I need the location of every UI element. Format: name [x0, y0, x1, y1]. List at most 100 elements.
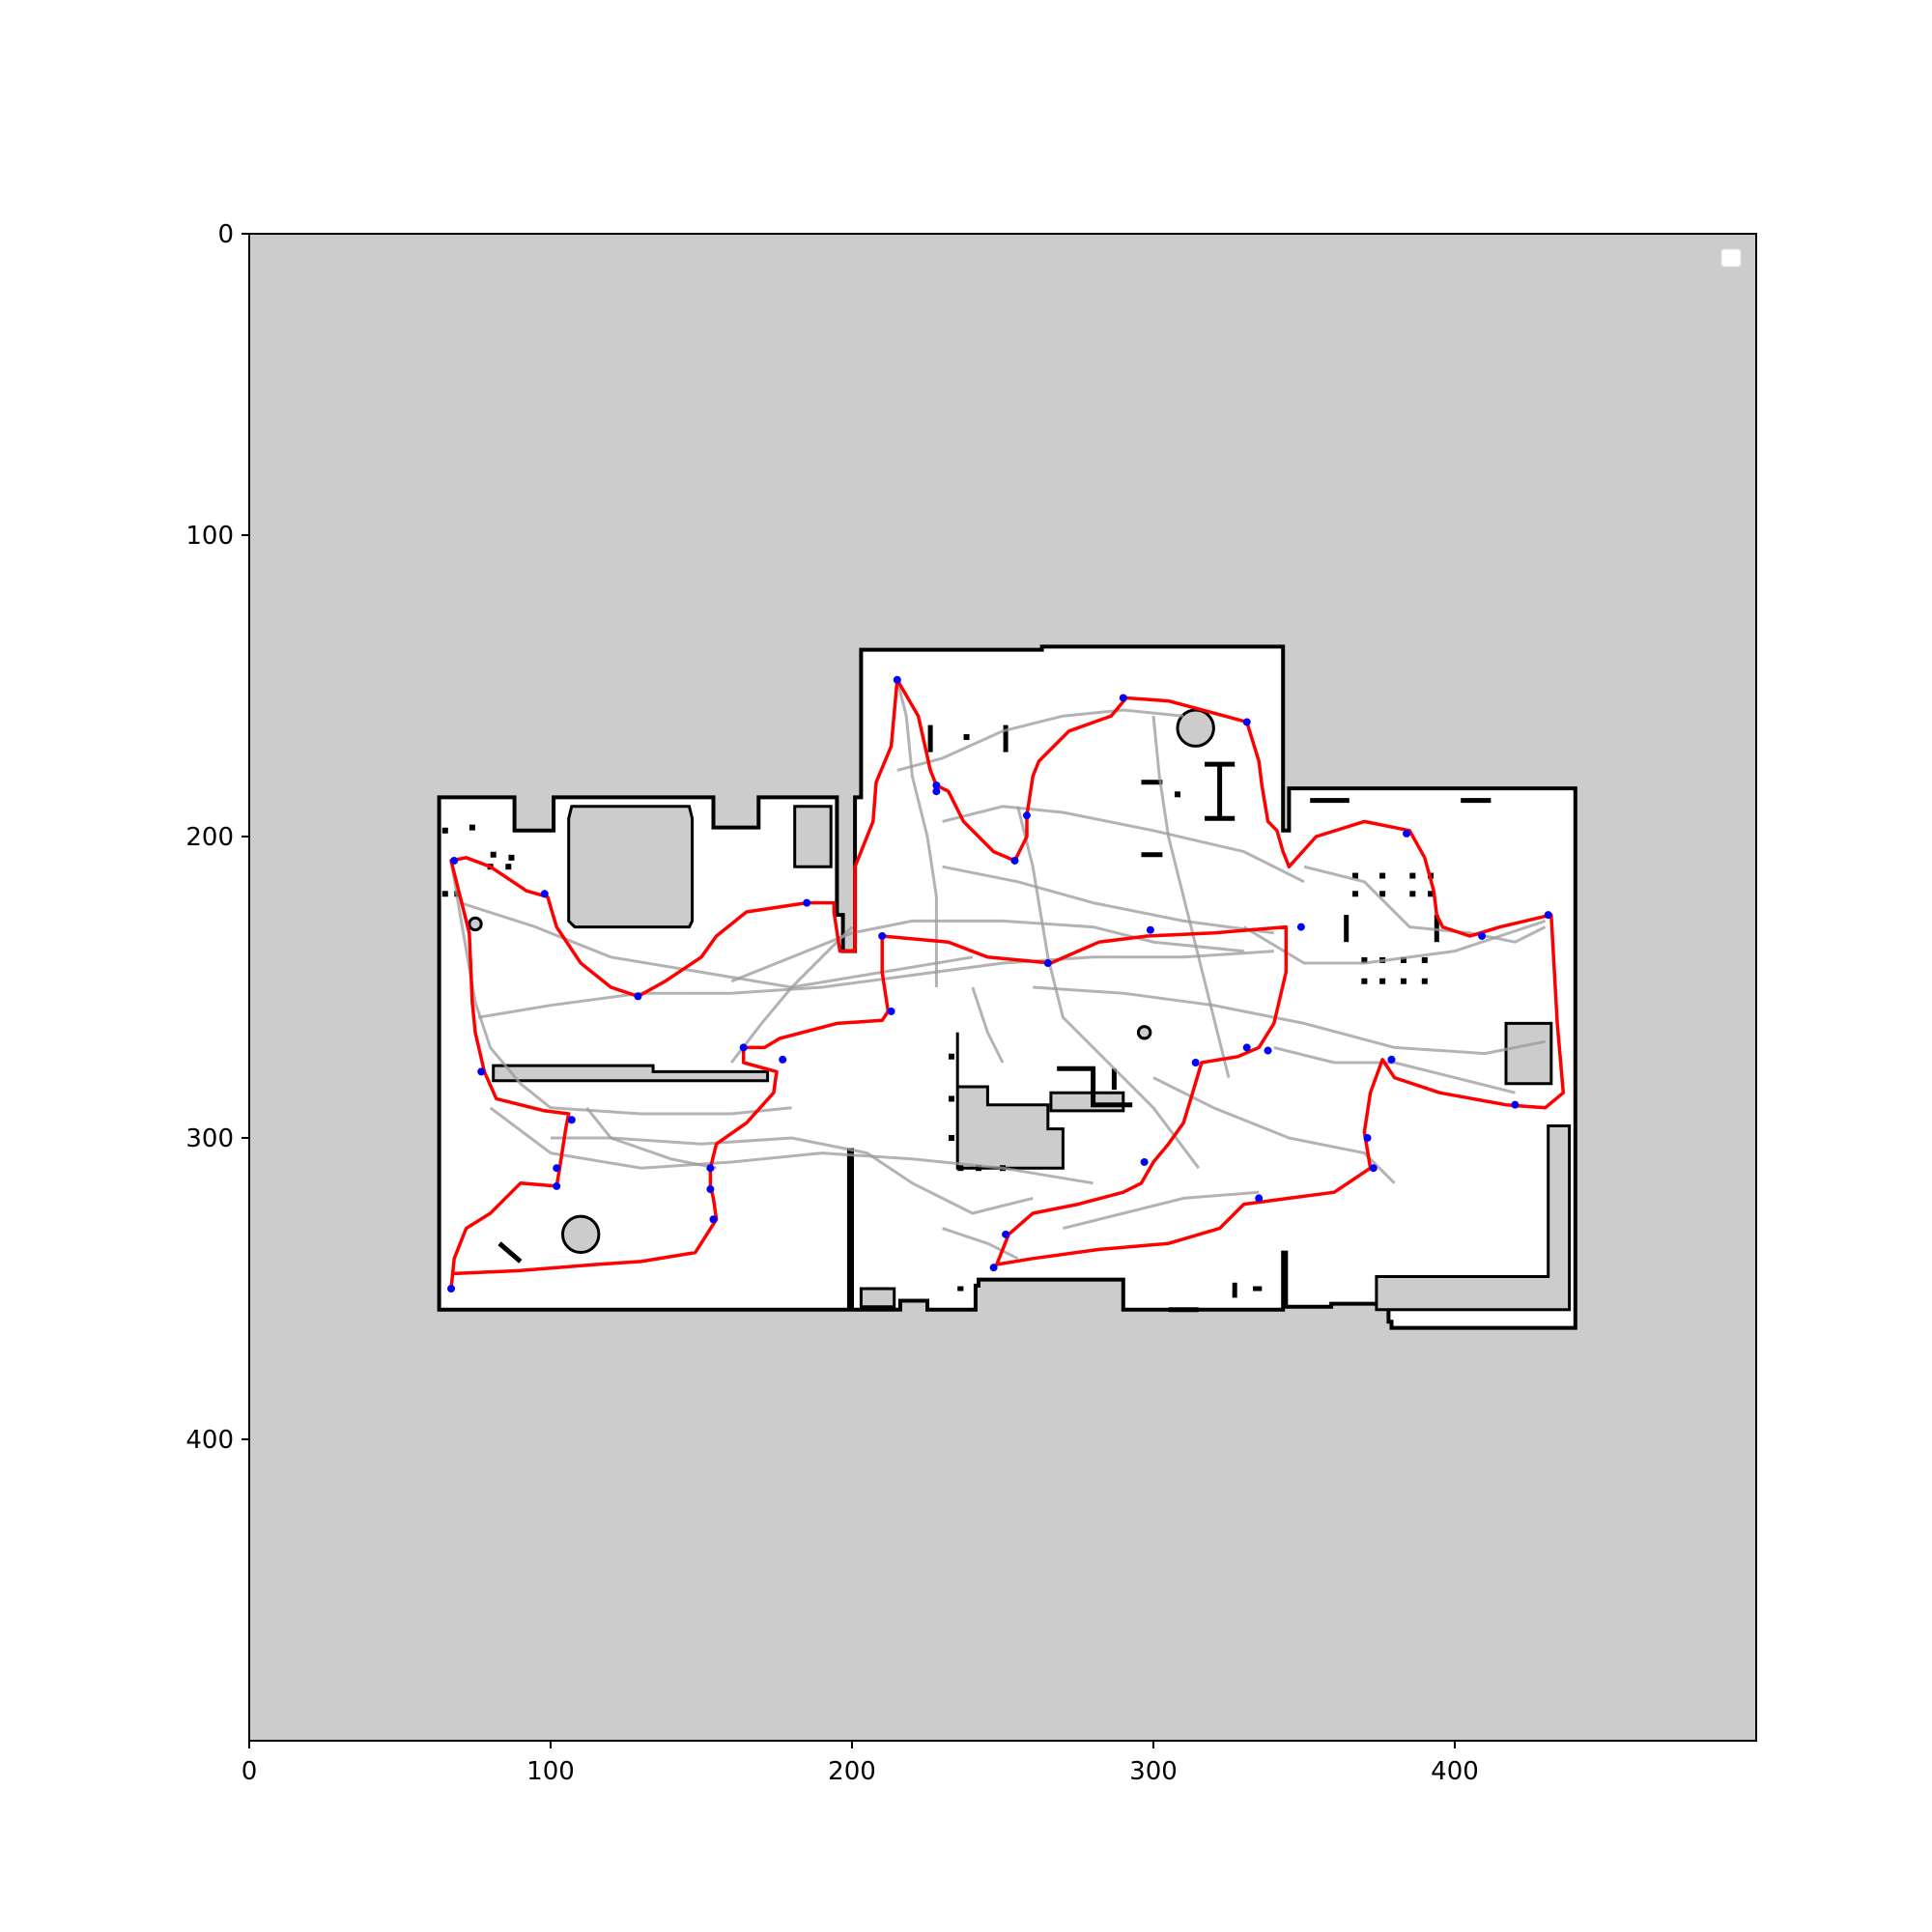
candidate-path-13: [1242, 919, 1547, 965]
y-tick-label-2: 200: [185, 823, 234, 852]
waypoint-26: [1403, 829, 1411, 838]
small-obstacle-1: [469, 824, 475, 831]
x-tick-label-2: 200: [828, 1757, 876, 1786]
waypoint-16: [887, 1007, 895, 1015]
candidate-path-4: [489, 1106, 1094, 1185]
waypoint-36: [1191, 1059, 1200, 1066]
x-tick-label-3: 300: [1129, 1757, 1178, 1786]
waypoint-9: [706, 1185, 715, 1194]
waypoint-19: [1022, 811, 1031, 820]
y-tick-label-4: 400: [185, 1426, 234, 1455]
waypoint-11: [739, 1043, 748, 1052]
y-tick-label-3: 300: [185, 1124, 234, 1153]
selected-route-layer: [449, 678, 1566, 1290]
waypoint-4: [477, 1067, 486, 1076]
small-obstacle-27: [948, 1095, 954, 1102]
waypoint-29: [1511, 1100, 1520, 1109]
free-space-region: [437, 644, 1577, 1330]
waypoint-28: [1544, 911, 1552, 920]
candidate-path-8: [942, 805, 1305, 884]
obstacle-0: [567, 805, 695, 929]
plot-area: [248, 233, 1757, 1742]
small-obstacle-15: [1379, 891, 1386, 897]
y-axis-ticks: 0 100 200 300 400: [185, 220, 249, 1455]
small-obstacle-29: [957, 1165, 964, 1172]
waypoint-22: [1119, 694, 1127, 702]
obstacle-3: [492, 1064, 770, 1083]
small-obstacle-17: [1428, 891, 1435, 897]
candidate-path-18: [730, 925, 854, 1064]
waypoint-20: [1010, 856, 1019, 865]
obstacle-8: [1176, 708, 1215, 748]
x-axis-ticks: 0 100 200 300 400: [242, 1741, 1479, 1786]
waypoint-24: [1146, 925, 1154, 934]
candidate-path-15: [1152, 1076, 1396, 1184]
small-obstacle-21: [1421, 956, 1428, 963]
y-tick-label-0: 0: [217, 220, 234, 249]
obstacle-1: [793, 805, 833, 868]
small-obstacle-3: [508, 854, 515, 861]
candidate-path-17: [942, 1227, 1019, 1261]
candidate-path-21: [1303, 865, 1547, 944]
obstacles-layer: [468, 708, 1572, 1312]
candidate-path-11: [1151, 716, 1231, 1078]
small-obstacle-12: [1409, 872, 1416, 879]
waypoint-25: [1296, 923, 1305, 931]
candidate-path-5: [551, 1136, 1034, 1215]
candidate-path-19: [585, 1106, 717, 1170]
small-obstacle-11: [1379, 872, 1386, 879]
small-obstacle-0: [441, 827, 448, 834]
waypoint-34: [1264, 1046, 1272, 1055]
waypoint-39: [989, 1264, 998, 1272]
candidate-path-12: [1033, 985, 1546, 1056]
obstacle-7: [1049, 1091, 1125, 1113]
waypoint-2: [540, 890, 549, 898]
waypoint-12: [779, 1055, 787, 1064]
small-obstacle-2: [490, 851, 497, 858]
obstacle-4: [1504, 1021, 1553, 1086]
waypoint-5: [567, 1116, 576, 1124]
x-tick-label-4: 400: [1431, 1757, 1479, 1786]
waypoint-23: [1242, 718, 1251, 726]
small-obstacle-25: [1421, 978, 1428, 984]
waypoint-37: [1140, 1157, 1149, 1166]
waypoint-6: [553, 1164, 561, 1173]
small-obstacle-10: [1352, 872, 1359, 879]
waypoint-14: [878, 931, 887, 940]
small-obstacle-22: [1361, 978, 1368, 984]
waypoint-3: [634, 992, 642, 1001]
obstacle-9: [561, 1214, 601, 1255]
waypoints-layer: [447, 675, 1552, 1293]
interior-wall-7: [1057, 1065, 1133, 1108]
waypoint-31: [1363, 1134, 1372, 1142]
waypoint-17: [932, 781, 941, 789]
waypoint-33: [1255, 1194, 1264, 1203]
candidate-path-7: [896, 708, 1184, 772]
waypoint-0: [447, 1285, 456, 1293]
axes-frame: [248, 233, 1757, 1742]
waypoint-32: [1369, 1164, 1378, 1173]
waypoint-10: [706, 1164, 715, 1173]
waypoint-35: [1242, 1043, 1251, 1052]
candidate-path-2: [477, 950, 1274, 1019]
candidate-path-3: [730, 919, 1244, 983]
waypoint-30: [1387, 1055, 1396, 1064]
small-obstacle-9: [1174, 791, 1180, 798]
candidate-path-10: [1016, 806, 1201, 1170]
selected-route-line: [449, 678, 1566, 1290]
waypoint-8: [709, 1215, 718, 1224]
small-obstacle-24: [1400, 978, 1406, 984]
small-obstacle-5: [505, 864, 512, 870]
small-obstacle-26: [948, 1053, 954, 1060]
x-tick-label-1: 100: [526, 1757, 575, 1786]
waypoint-18: [932, 787, 941, 796]
waypoint-27: [1478, 931, 1487, 940]
small-obstacle-30: [976, 1165, 982, 1172]
small-obstacle-6: [441, 891, 448, 897]
waypoint-21: [1043, 959, 1052, 968]
small-obstacle-23: [1379, 978, 1386, 984]
obstacle-2: [955, 1032, 1065, 1170]
obstacle-5: [1375, 1124, 1572, 1312]
small-obstacle-14: [1352, 891, 1359, 897]
